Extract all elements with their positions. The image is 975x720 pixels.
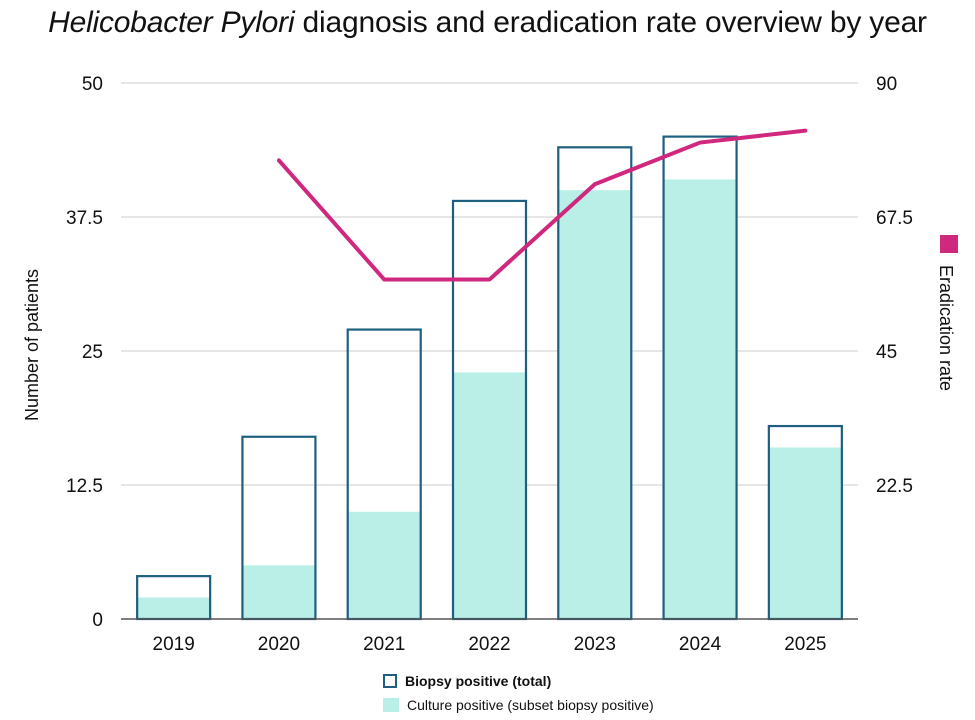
x-tick-label: 2024 bbox=[679, 634, 722, 655]
left-axis-label: Number of patients bbox=[22, 269, 42, 421]
legend-item-culture: Culture positive (subset biopsy positive… bbox=[383, 693, 654, 717]
left-tick-label: 0 bbox=[92, 610, 103, 631]
legend-item-biopsy: Biopsy positive (total) bbox=[383, 669, 654, 693]
biopsy-legend-label: Biopsy positive (total) bbox=[405, 673, 552, 689]
x-tick-label: 2019 bbox=[153, 634, 195, 655]
chart-title-italic: Helicobacter Pylori bbox=[48, 6, 295, 39]
left-tick-label: 25 bbox=[82, 342, 103, 363]
culture-bar bbox=[137, 597, 211, 619]
right-tick-label: 67.5 bbox=[876, 208, 913, 229]
culture-bar bbox=[663, 179, 737, 620]
eradication-line bbox=[276, 128, 808, 282]
right-tick-label: 22.5 bbox=[876, 476, 913, 497]
culture-legend-label: Culture positive (subset biopsy positive… bbox=[407, 697, 654, 713]
legend: Biopsy positive (total) Culture positive… bbox=[383, 669, 654, 717]
right-axis-ticks: 22.5 45 67.5 90 bbox=[876, 74, 913, 497]
culture-bars bbox=[137, 179, 842, 620]
right-tick-label: 90 bbox=[876, 74, 897, 95]
culture-bar bbox=[768, 447, 842, 619]
chart-title: Helicobacter Pylori diagnosis and eradic… bbox=[0, 6, 975, 40]
right-tick-label: 45 bbox=[876, 342, 897, 363]
eradication-line-group bbox=[276, 128, 808, 282]
biopsy-legend-swatch bbox=[383, 674, 397, 688]
right-axis-label: Eradication rate bbox=[936, 265, 956, 391]
x-tick-label: 2022 bbox=[468, 634, 510, 655]
x-tick-label: 2023 bbox=[574, 634, 616, 655]
left-tick-label: 12.5 bbox=[66, 476, 103, 497]
left-tick-label: 50 bbox=[82, 74, 103, 95]
x-tick-label: 2020 bbox=[258, 634, 300, 655]
culture-bar bbox=[242, 565, 316, 619]
left-tick-label: 37.5 bbox=[66, 208, 103, 229]
culture-bar bbox=[453, 372, 526, 619]
left-axis-ticks: 0 12.5 25 37.5 50 bbox=[66, 74, 103, 631]
x-axis-ticks: 2019 2020 2021 2022 2023 2024 2025 bbox=[153, 634, 827, 655]
eradication-legend-swatch bbox=[940, 235, 958, 253]
chart-title-rest: diagnosis and eradication rate overview … bbox=[294, 6, 928, 39]
x-tick-label: 2021 bbox=[363, 634, 405, 655]
culture-bar bbox=[558, 190, 632, 619]
culture-legend-swatch bbox=[383, 698, 399, 712]
x-tick-label: 2025 bbox=[784, 634, 826, 655]
culture-bar bbox=[347, 511, 421, 619]
